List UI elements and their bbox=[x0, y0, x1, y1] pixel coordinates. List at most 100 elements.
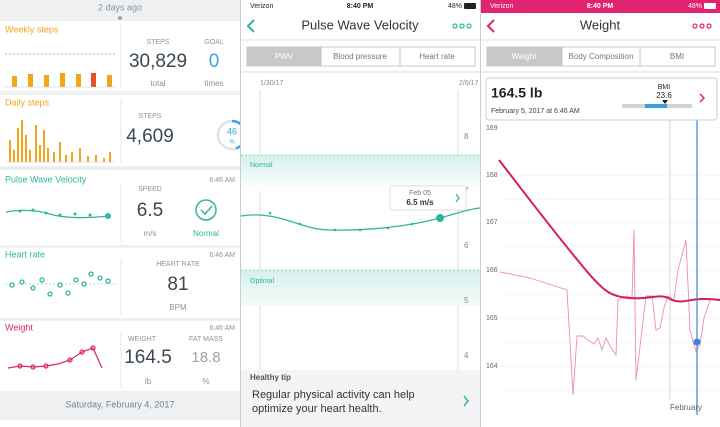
y-tick-label: 4 bbox=[464, 351, 469, 360]
bmi-label: BMI bbox=[658, 84, 671, 91]
y-tick-label: 167 bbox=[486, 219, 498, 226]
tab-selected bbox=[247, 47, 321, 66]
y-tick-label: 165 bbox=[486, 315, 498, 322]
timeline-dot bbox=[118, 16, 122, 20]
card-title: Pulse Wave Velocity bbox=[5, 174, 87, 184]
battery-icon bbox=[464, 3, 476, 9]
tip-text: optimize your heart health. bbox=[252, 403, 382, 415]
zone-label: Optimal bbox=[250, 278, 275, 285]
tab[interactable]: Blood pressure bbox=[333, 52, 387, 61]
screen-title: Weight bbox=[580, 17, 621, 32]
tab-selected bbox=[487, 47, 562, 66]
percent: 46 bbox=[227, 126, 237, 136]
unit: m/s bbox=[144, 229, 157, 238]
date-label: 2/6/17 bbox=[459, 80, 479, 87]
value: 30,829 bbox=[129, 51, 187, 72]
tooltip bbox=[485, 77, 718, 121]
clock: 8:40 PM bbox=[347, 3, 374, 10]
label: HEART RATE bbox=[156, 261, 200, 268]
y-tick-label: 168 bbox=[486, 172, 498, 179]
card-title: Weekly steps bbox=[5, 24, 59, 34]
optimal-zone bbox=[241, 270, 480, 306]
card bbox=[0, 170, 240, 245]
sparkline-points bbox=[17, 345, 96, 370]
tooltip-date: February 5, 2017 at 6:46 AM bbox=[491, 108, 580, 115]
clock: 8:40 PM bbox=[587, 3, 614, 10]
battery: 48% bbox=[448, 3, 462, 10]
x-label: February bbox=[670, 403, 702, 412]
cursor-point bbox=[693, 338, 701, 346]
y-tick-label: 5 bbox=[464, 296, 469, 305]
value: 6.5 bbox=[137, 200, 163, 221]
value: 0 bbox=[209, 51, 220, 72]
time: 6:46 AM bbox=[209, 252, 235, 259]
tab[interactable]: Weight bbox=[512, 52, 538, 61]
tooltip-value: 164.5 lb bbox=[491, 85, 542, 101]
y-tick-label: 164 bbox=[486, 363, 498, 370]
weight-card[interactable]: Weight 6:46 AM WEIGHT 164.5 lb FAT MASS … bbox=[0, 321, 240, 391]
tooltip bbox=[389, 185, 467, 211]
pwv-card[interactable]: Pulse Wave Velocity 6:46 AM SPEED 6.5 m/… bbox=[0, 170, 240, 245]
zone-label: Normal bbox=[250, 162, 273, 169]
tip-chevron[interactable] bbox=[463, 395, 469, 407]
y-tick-label: 8 bbox=[464, 132, 469, 141]
sparkline bbox=[7, 347, 103, 369]
sparkline-points bbox=[18, 208, 111, 219]
weight-trend-line bbox=[498, 159, 720, 303]
more-button[interactable] bbox=[452, 23, 472, 29]
card-title: Weight bbox=[5, 322, 33, 332]
header: 2 days ago bbox=[98, 2, 142, 12]
value: 4,609 bbox=[126, 126, 174, 147]
heart-rate-card[interactable]: Heart rate 6:46 AM HEART RATE 81 BPM bbox=[0, 248, 240, 318]
tip-heading: Healthy tip bbox=[250, 373, 291, 382]
background bbox=[241, 0, 480, 427]
card-title: Daily steps bbox=[5, 97, 50, 107]
mini-bars bbox=[9, 120, 111, 162]
battery: 48% bbox=[688, 3, 702, 10]
dashboard-panel: 2 days ago Weekly steps STEPS 30,829 tot… bbox=[0, 0, 248, 427]
y-tick-label: 169 bbox=[486, 125, 498, 132]
normal-zone bbox=[241, 155, 480, 191]
tip-text: Regular physical activity can help bbox=[252, 389, 415, 401]
next-card bbox=[0, 420, 240, 427]
card bbox=[0, 21, 240, 91]
unit: total bbox=[150, 79, 165, 88]
check-mark bbox=[200, 205, 213, 216]
label: WEIGHT bbox=[128, 336, 157, 343]
time: 6:46 AM bbox=[209, 177, 235, 184]
y-tick-label: 166 bbox=[486, 267, 498, 274]
tip-section[interactable] bbox=[241, 370, 480, 427]
tooltip-chevron[interactable] bbox=[455, 193, 460, 203]
tab[interactable]: Body Composition bbox=[569, 52, 634, 61]
back-button[interactable] bbox=[246, 19, 255, 33]
weight-panel: Verizon 8:40 PM 48% Weight Weight Body C… bbox=[481, 0, 720, 427]
label: SPEED bbox=[138, 186, 162, 193]
value: 164.5 bbox=[124, 347, 172, 368]
card-title: Heart rate bbox=[5, 249, 45, 259]
tooltip-value: 6.5 m/s bbox=[406, 198, 434, 207]
y-axis: 169 168 167 166 165 164 bbox=[486, 125, 498, 370]
more-button[interactable] bbox=[692, 23, 712, 29]
unit: times bbox=[204, 79, 223, 88]
pwv-panel: Verizon 8:40 PM 48% Pulse Wave Velocity … bbox=[240, 0, 481, 427]
unit: % bbox=[202, 377, 209, 386]
daily-steps-card[interactable]: Daily steps STEPS 4,609 46 % bbox=[0, 95, 248, 166]
status: Normal bbox=[193, 229, 219, 238]
percent-unit: % bbox=[229, 140, 235, 146]
tab[interactable]: PWV bbox=[275, 52, 294, 61]
bmi-range bbox=[645, 104, 667, 108]
back-button[interactable] bbox=[486, 19, 495, 33]
tooltip-chevron[interactable] bbox=[699, 93, 706, 103]
tab[interactable]: Heart rate bbox=[419, 52, 455, 61]
unit: BPM bbox=[169, 303, 187, 312]
weekly-steps-card[interactable]: Weekly steps STEPS 30,829 total GOAL 0 t… bbox=[0, 21, 240, 91]
carrier: Verizon bbox=[250, 3, 273, 10]
bmi-value: 23.6 bbox=[656, 91, 672, 100]
unit: lb bbox=[145, 377, 152, 386]
weight-raw-line bbox=[499, 229, 711, 396]
tooltip-date: Feb 05 bbox=[409, 190, 431, 197]
value: 81 bbox=[167, 274, 188, 295]
tab[interactable]: BMI bbox=[670, 52, 684, 61]
check-icon bbox=[195, 199, 217, 221]
